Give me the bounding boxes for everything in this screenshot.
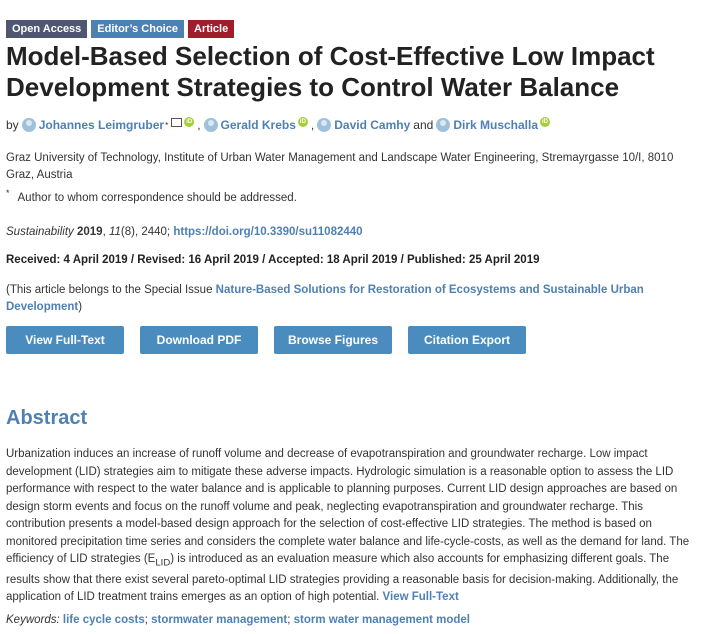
affiliation: Graz University of Technology, Institute… [6,152,674,181]
journal-name: Sustainability [6,226,74,238]
citation-volume: 11 [108,226,121,238]
author-name[interactable]: Gerald Krebs [220,118,296,132]
author-name[interactable]: Dirk Muschalla [453,118,539,132]
orcid-icon[interactable]: iD [540,117,551,127]
browse-figures-button[interactable]: Browse Figures [274,326,392,354]
editors-choice-badge[interactable]: Editor’s Choice [91,20,184,38]
author-gerald-krebs[interactable]: Gerald Krebs iD [203,117,308,132]
abstract-heading: Abstract [6,407,88,429]
author-name[interactable]: Johannes Leimgruber [38,118,165,132]
author-dirk-muschalla[interactable]: Dirk Muschalla iD [436,117,551,132]
badge-row: Open Access Editor’s Choice Article [6,20,235,38]
abstract-subscript: LID [155,557,171,569]
corresponding-mark: * [165,120,169,130]
orcid-icon[interactable]: iD [184,117,195,127]
download-pdf-button[interactable]: Download PDF [140,326,258,354]
author-david-camhy[interactable]: David Camhy [317,118,410,132]
special-issue-note: (This article belongs to the Special Iss… [6,282,686,316]
person-icon [436,118,451,132]
author-name[interactable]: David Camhy [334,118,411,132]
action-buttons: View Full-Text Download PDF Browse Figur… [6,326,526,354]
keywords-line: Keywords: life cycle costs; stormwater m… [6,614,471,626]
abstract-body-2: ) is introduced as an evaluation measure… [6,553,679,604]
keyword-link[interactable]: life cycle costs [62,614,145,626]
correspondence-note: * Author to whom correspondence should be… [6,188,297,204]
and-label: and [413,118,434,132]
citation-line: Sustainability 2019, 11(8), 2440; https:… [6,226,363,238]
keyword-link[interactable]: stormwater management [151,614,288,626]
abstract-body-1: Urbanization induces an increase of runo… [6,448,690,565]
person-icon [203,118,218,132]
special-issue-suffix: ) [78,301,83,313]
correspondence-text: Author to whom correspondence should be … [17,191,297,204]
citation-issue-pages: (8), 2440; [120,226,171,238]
abstract-text: Urbanization induces an increase of runo… [6,446,690,607]
orcid-icon[interactable]: iD [297,117,308,127]
abstract-view-full-text-link[interactable]: View Full-Text [382,591,459,604]
article-type-badge: Article [187,20,235,38]
mail-icon[interactable] [171,117,183,127]
person-icon [317,118,332,132]
special-issue-link[interactable]: Nature-Based Solutions for Restoration o… [6,284,644,313]
keyword-link[interactable]: storm water management model [293,614,471,626]
author-list: by Johannes Leimgruber * iD , Gerald Kre… [6,117,551,132]
correspondence-star: * [6,188,10,198]
open-access-badge[interactable]: Open Access [6,20,88,38]
person-icon [21,118,36,132]
special-issue-prefix: (This article belongs to the Special Iss… [6,284,216,296]
citation-year: 2019 [76,226,103,238]
keywords-label: Keywords: [6,614,60,626]
author-johannes-leimgruber[interactable]: Johannes Leimgruber * iD [21,117,195,132]
doi-link[interactable]: https://doi.org/10.3390/su11082440 [173,226,363,238]
by-label: by [6,118,19,132]
view-full-text-button[interactable]: View Full-Text [6,326,124,354]
article-title: Model-Based Selection of Cost-Effective … [6,41,655,102]
publication-dates: Received: 4 April 2019 / Revised: 16 Apr… [6,254,540,266]
citation-export-button[interactable]: Citation Export [408,326,526,354]
